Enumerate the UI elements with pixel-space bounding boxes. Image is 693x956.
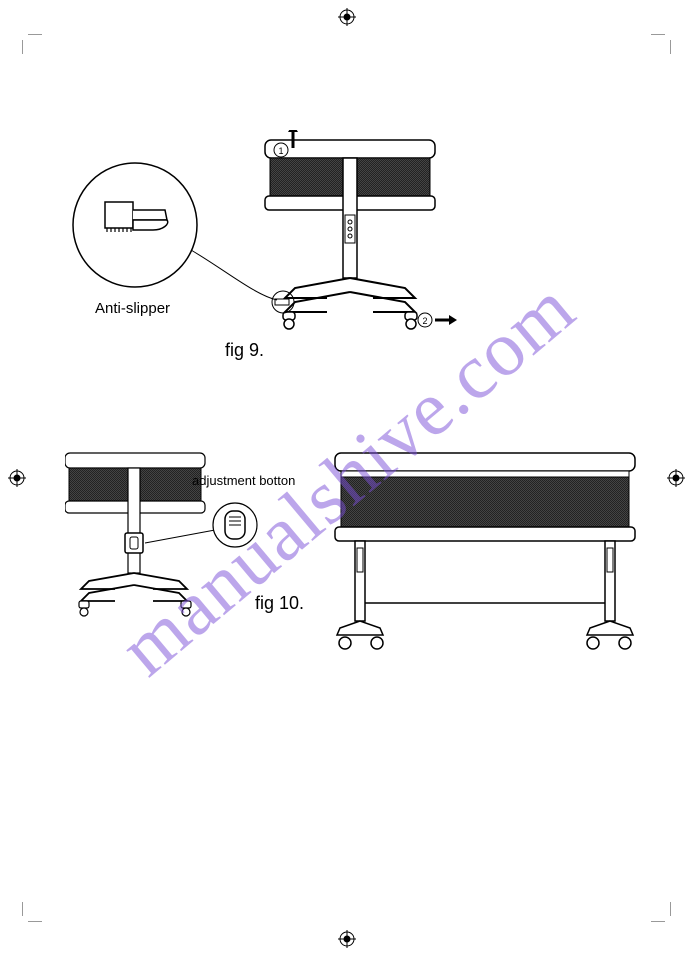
svg-text:2: 2: [422, 316, 427, 326]
crop-mark-tr: [651, 34, 671, 54]
anti-slipper-detail: [73, 163, 294, 313]
figure-10: [65, 435, 665, 665]
crib-side-view: [265, 140, 435, 329]
crop-mark-bl: [22, 902, 42, 922]
crib-side-view-small: [65, 453, 205, 616]
adjustment-button-label: adjustment botton: [192, 473, 295, 488]
registration-mark-right: [667, 469, 685, 487]
svg-text:1: 1: [278, 146, 283, 156]
crop-mark-tl: [22, 34, 42, 54]
registration-mark-left: [8, 469, 26, 487]
fig9-label: fig 9.: [225, 340, 264, 361]
fig10-label: fig 10.: [255, 593, 304, 614]
step-2-arrow: 2: [418, 313, 457, 327]
crib-front-view: [335, 453, 635, 649]
crop-mark-br: [651, 902, 671, 922]
registration-mark-bottom: [338, 930, 356, 948]
anti-slipper-label: Anti-slipper: [95, 300, 170, 317]
registration-mark-top: [338, 8, 356, 26]
